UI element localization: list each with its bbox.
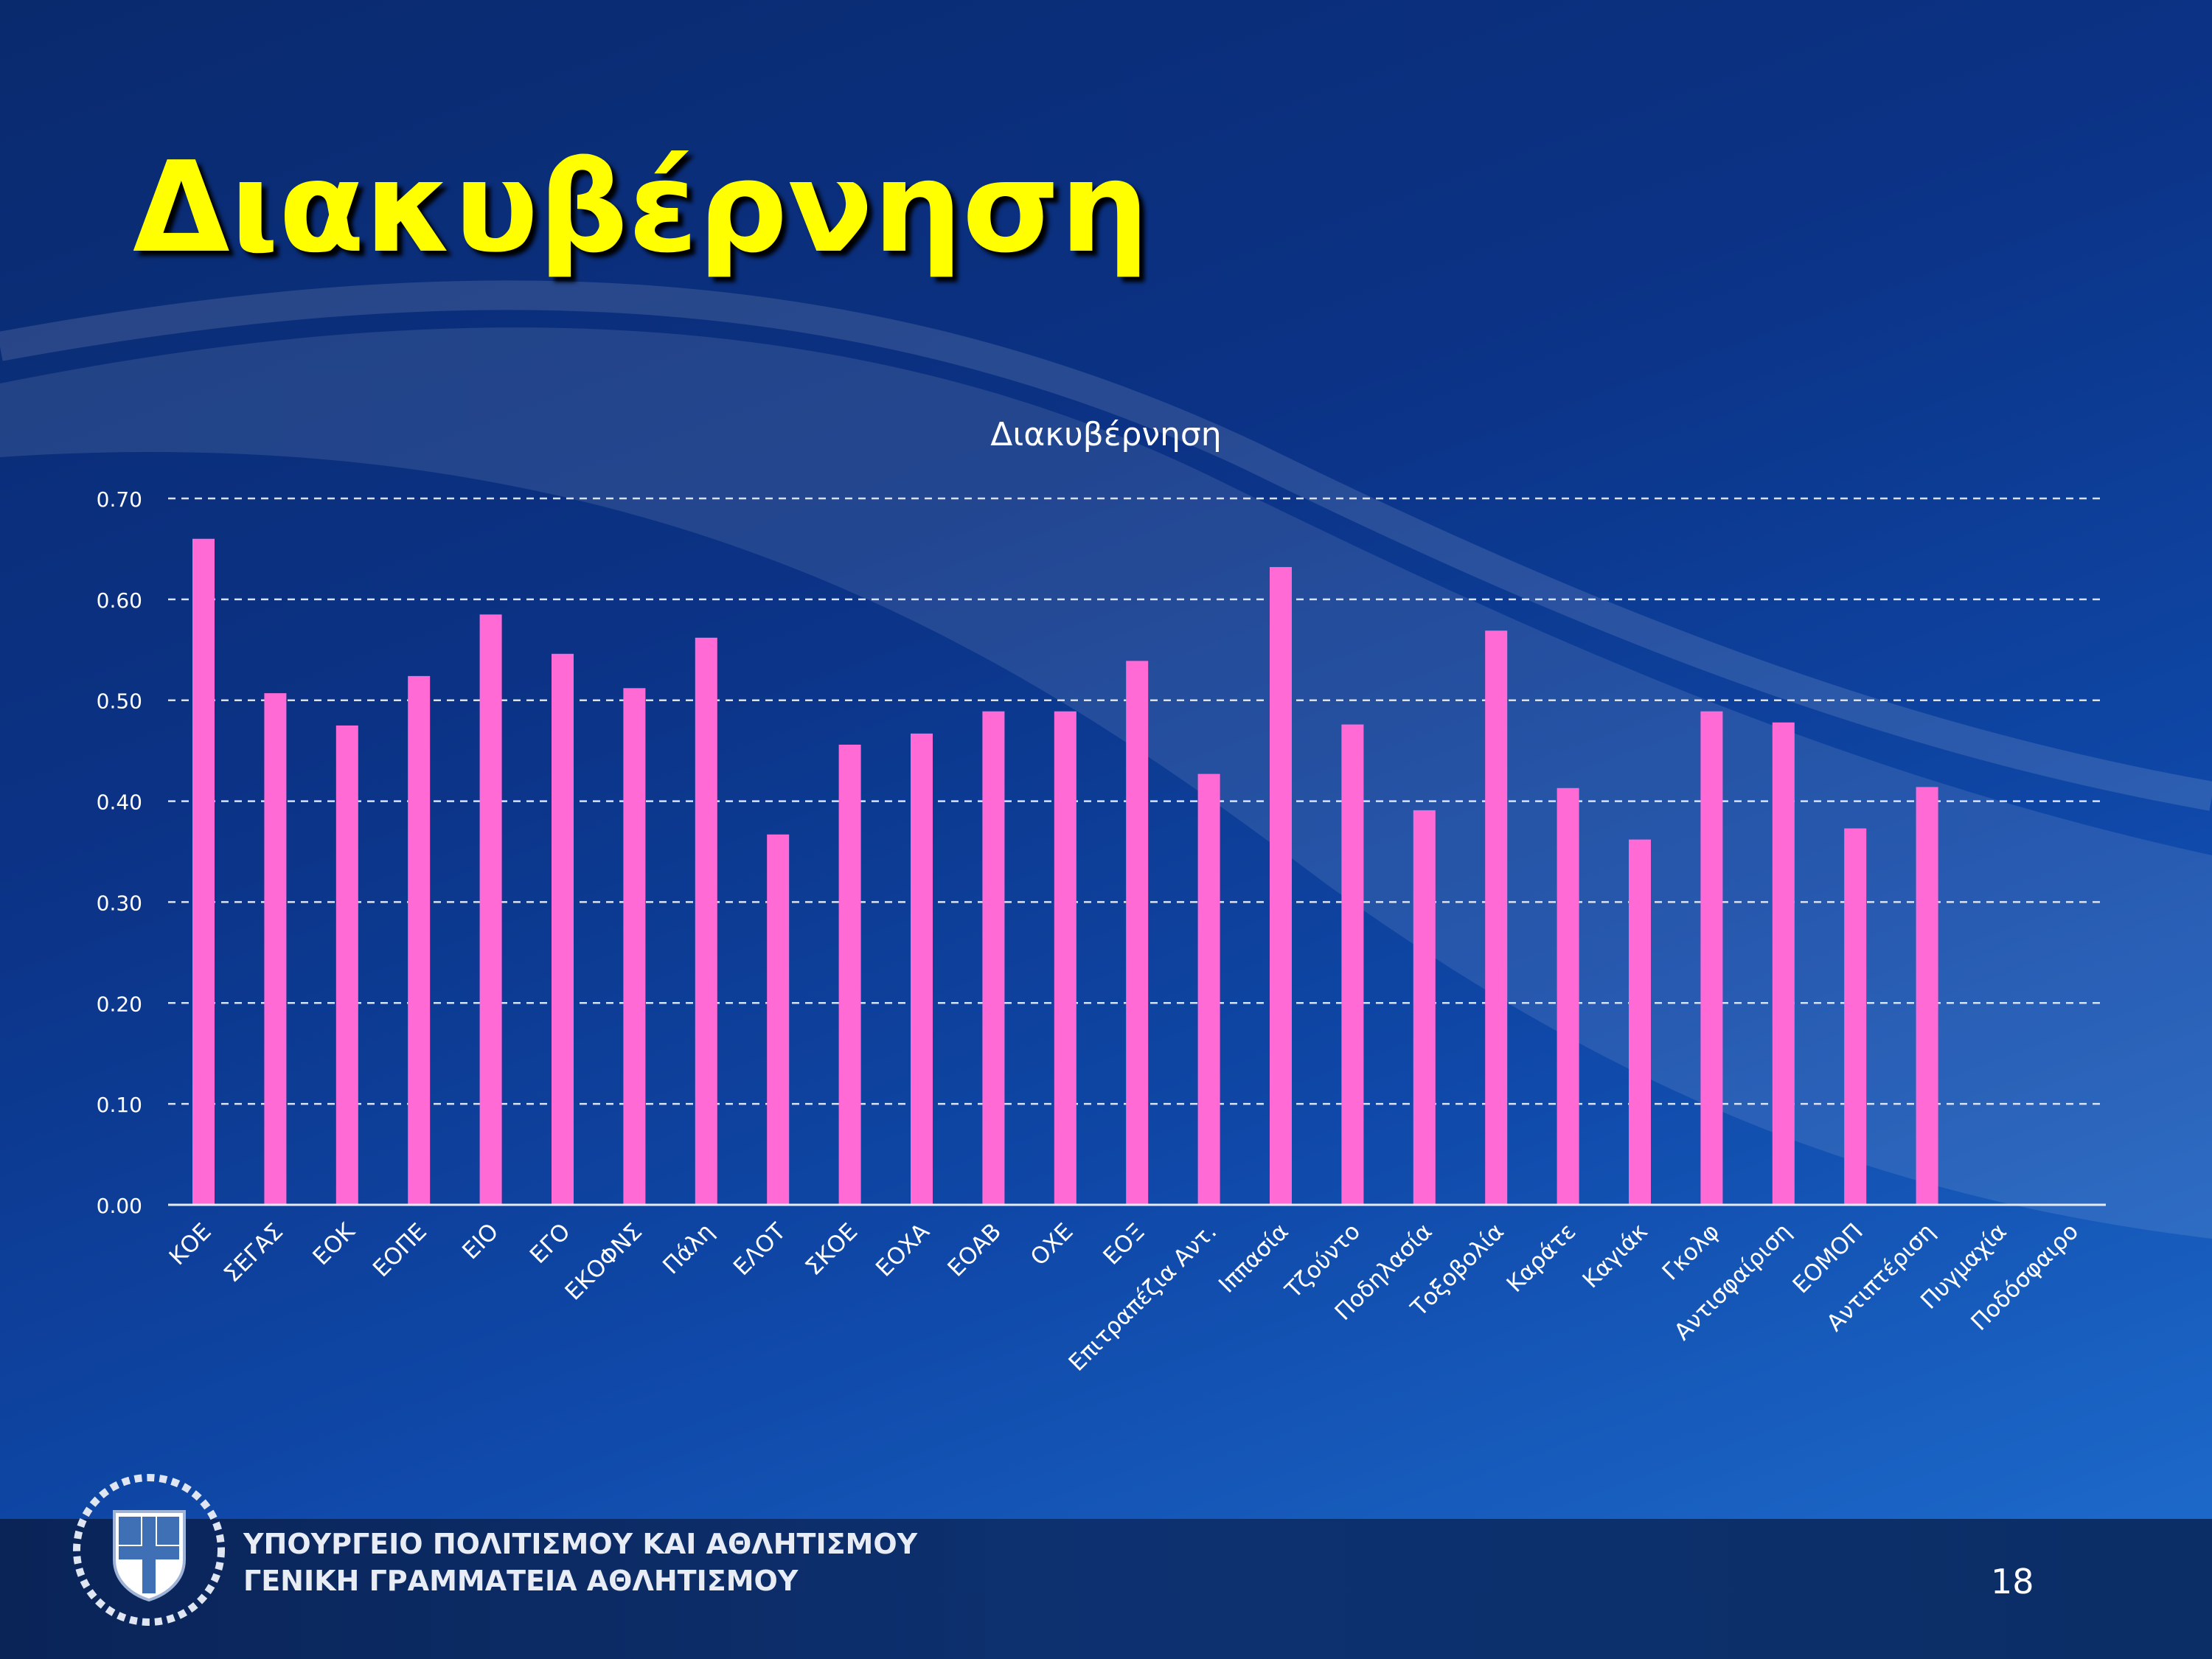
bar [1485,630,1508,1205]
x-tick-label: Γκολφ [1658,1218,1725,1285]
bar [911,733,933,1205]
bar [264,693,287,1205]
x-tick-label: ΟΧΕ [1026,1218,1079,1271]
x-tick-label: ΕΟΚ [308,1218,361,1270]
x-tick-label: ΣΚΟΕ [800,1218,863,1281]
y-tick-label: 0.20 [97,992,142,1016]
y-tick-label: 0.00 [97,1194,142,1218]
x-tick-label: ΕΓΟ [525,1218,576,1269]
bar [1629,839,1651,1205]
x-tick-label: ΕΟΞ [1098,1218,1150,1270]
bar [1270,567,1292,1205]
bar [838,744,861,1205]
bar [623,688,646,1205]
bar [982,711,1005,1205]
bar [192,538,215,1205]
bar [1557,787,1579,1205]
bar [1700,711,1723,1205]
bar [1772,722,1795,1205]
bar [1197,773,1220,1205]
x-tick-label: ΕΟΠΕ [368,1218,432,1282]
bar [479,614,502,1205]
x-tick-label: ΕΙΟ [457,1218,504,1265]
bar [767,834,790,1205]
bar [1341,724,1364,1205]
bar [1916,787,1938,1205]
y-tick-label: 0.60 [97,588,142,613]
y-tick-label: 0.70 [97,487,142,512]
slide-title: Διακυβέρνηση [133,135,1150,281]
y-tick-label: 0.50 [97,689,142,714]
x-tick-label: ΕΛΟΤ [728,1217,792,1281]
x-tick-label: ΕΟΧΑ [871,1218,935,1282]
bars [192,538,1938,1205]
chart-title: Διακυβέρνηση [990,416,1221,453]
bar [552,653,574,1205]
y-tick-label: 0.10 [97,1093,142,1117]
x-tick-label: Πάλη [658,1218,719,1279]
x-tick-label: ΚΟΕ [164,1218,217,1270]
ministry-name: ΥΠΟΥΡΓΕΙΟ ΠΟΛΙΤΙΣΜΟΥ ΚΑΙ ΑΘΛΗΤΙΣΜΟΥ [243,1528,918,1560]
y-tick-label: 0.40 [97,790,142,815]
bar [1844,828,1867,1205]
y-axis: 0.00 0.10 0.20 0.30 0.40 0.50 0.60 0.70 [97,487,142,1218]
bar [335,725,358,1205]
x-tick-label: ΕΟΑΒ [942,1218,1006,1282]
x-tick-label: ΣΕΓΑΣ [219,1218,288,1287]
bar [1126,661,1149,1205]
page-number: 18 [1991,1562,2034,1601]
x-tick-label: ΕΚΟΦΝΣ [560,1218,647,1305]
bar [408,675,431,1205]
x-tick-label: Καράτε [1502,1218,1582,1298]
bar [1054,711,1077,1205]
secretariat-name: ΓΕΝΙΚΗ ΓΡΑΜΜΑΤΕΙΑ ΑΘΛΗΤΙΣΜΟΥ [243,1565,799,1597]
greek-coat-of-arms-icon [73,1474,225,1626]
bar [695,637,717,1205]
x-tick-label: Καγιάκ [1578,1218,1653,1293]
bar [1413,810,1436,1205]
footer-band [0,1519,2212,1659]
y-tick-label: 0.30 [97,891,142,915]
